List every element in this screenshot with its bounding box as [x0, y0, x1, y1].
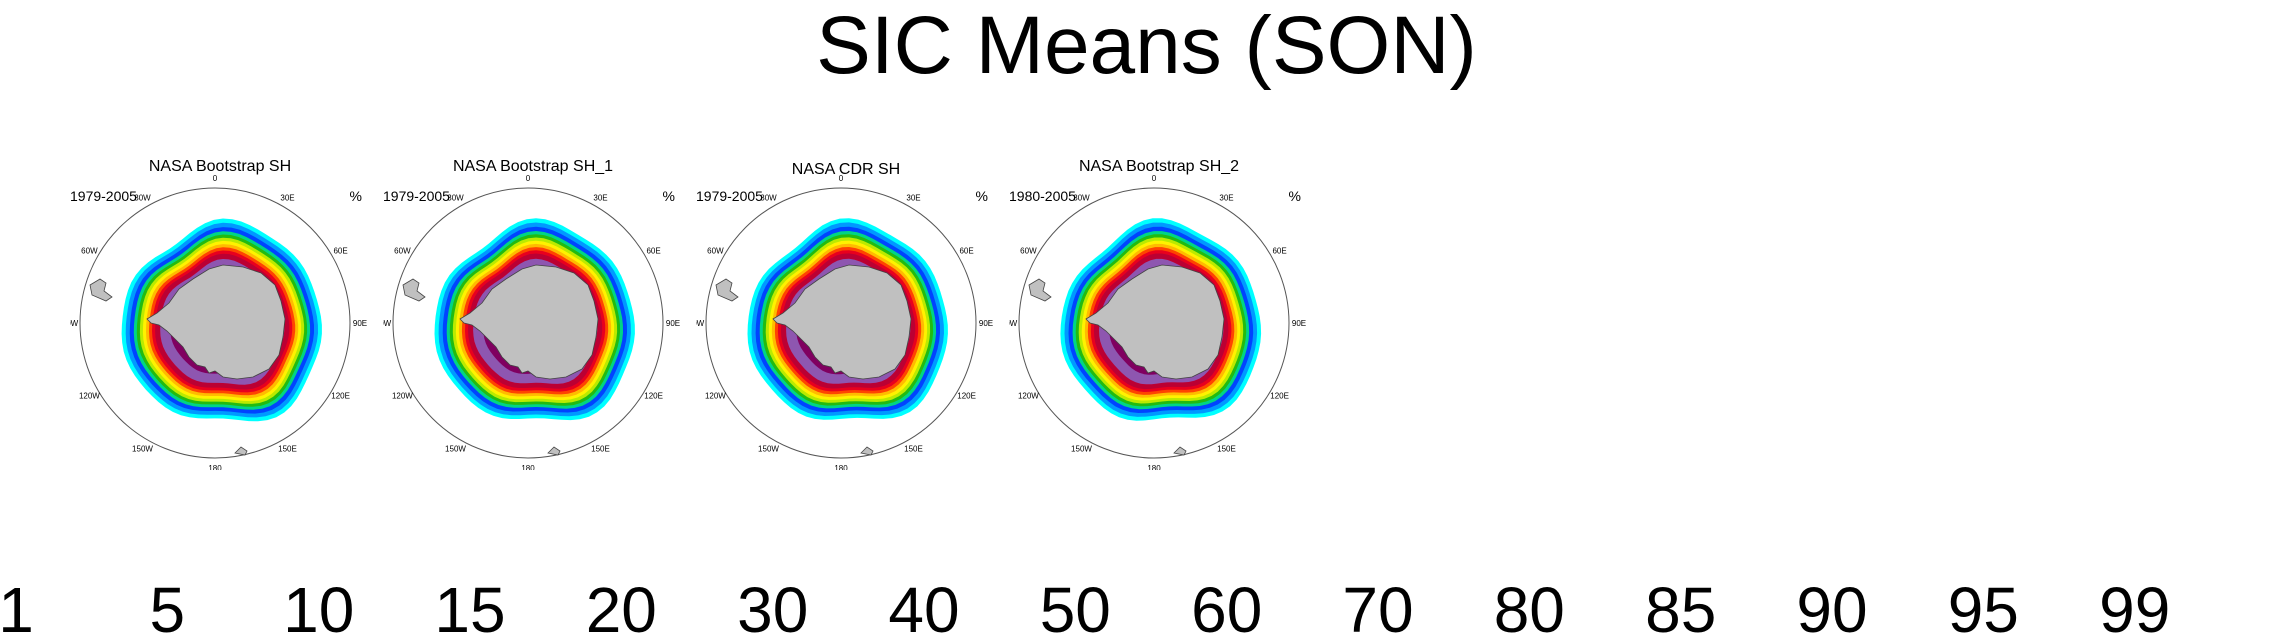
longitude-label: 30W: [1073, 193, 1090, 202]
longitude-label: 180: [208, 464, 222, 470]
longitude-label: 120W: [392, 392, 413, 401]
island-land: [234, 446, 248, 456]
longitude-label: 120W: [1018, 392, 1039, 401]
longitude-label: 30E: [280, 193, 294, 202]
colorbar-label: 1: [0, 574, 34, 641]
panel-title: NASA CDR SH: [791, 161, 901, 178]
longitude-label: 150E: [1217, 445, 1236, 454]
longitude-label: 150E: [591, 445, 610, 454]
longitude-label: 90E: [666, 319, 680, 328]
panel-period: 1980-2005: [1009, 188, 1076, 204]
longitude-label: 120E: [331, 392, 350, 401]
colorbar-label: 50: [1040, 574, 1111, 641]
longitude-label: 60E: [646, 247, 660, 256]
longitude-label: 90E: [353, 319, 367, 328]
south-america-land: [715, 278, 739, 302]
longitude-label: 150W: [1071, 445, 1092, 454]
longitude-label: 90E: [1292, 319, 1306, 328]
map-panel: 0 30E 60E 90E 120E 150E 180 150W 120W 90W 60W 30W N…: [383, 150, 683, 470]
polar-map: 0 30E 60E 90E 120E 150E 180 150W 120W 90W 60W 30W: [1009, 174, 1306, 470]
longitude-label: 90E: [979, 319, 993, 328]
longitude-label: 180: [521, 464, 535, 470]
longitude-label: 180: [1147, 464, 1161, 470]
longitude-label: 30E: [906, 193, 920, 202]
longitude-label: 30E: [1219, 193, 1233, 202]
colorbar-label: 90: [1796, 574, 1867, 641]
longitude-label: 0: [213, 174, 218, 183]
longitude-label: 90W: [1009, 319, 1018, 328]
figure-title: SIC Means (SON): [816, 0, 1477, 91]
longitude-label: 60W: [81, 247, 98, 256]
longitude-label: 60W: [707, 247, 724, 256]
island-land: [547, 446, 561, 456]
panel-unit: %: [662, 188, 675, 204]
longitude-label: 90W: [696, 319, 705, 328]
colorbar-label: 80: [1494, 574, 1565, 641]
panel-period: 1979-2005: [70, 188, 137, 204]
colorbar-label: 40: [888, 574, 959, 641]
panel-title: NASA Bootstrap SH_2: [1078, 158, 1240, 175]
longitude-label: 0: [526, 174, 531, 183]
longitude-label: 180: [834, 464, 848, 470]
panel-period: 1979-2005: [383, 188, 450, 204]
antarctica-land: [772, 264, 912, 380]
longitude-label: 60W: [394, 247, 411, 256]
longitude-label: 60W: [1020, 247, 1037, 256]
colorbar-label: 20: [586, 574, 657, 641]
longitude-label: 120W: [79, 392, 100, 401]
panel-unit: %: [349, 188, 362, 204]
map-panel: 0 30E 60E 90E 120E 150E 180 150W 120W 90W 60W 30W N…: [70, 150, 370, 470]
longitude-label: 120W: [705, 392, 726, 401]
panel-title: NASA Bootstrap SH: [148, 158, 292, 175]
longitude-label: 0: [1152, 174, 1157, 183]
colorbar-label: 10: [283, 574, 354, 641]
longitude-label: 30E: [593, 193, 607, 202]
longitude-label: 120E: [644, 392, 663, 401]
longitude-label: 150W: [132, 445, 153, 454]
longitude-label: 90W: [383, 319, 392, 328]
polar-map: 0 30E 60E 90E 120E 150E 180 150W 120W 90W 60W 30W: [383, 174, 680, 470]
antarctica-land: [1085, 264, 1225, 380]
longitude-label: 120E: [1270, 392, 1289, 401]
colorbar-label: 95: [1948, 574, 2019, 641]
south-america-land: [1028, 278, 1052, 302]
polar-map: 0 30E 60E 90E 120E 150E 180 150W 120W 90W 60W 30W: [70, 174, 367, 470]
colorbar-label: 99: [2099, 574, 2170, 641]
panel-unit: %: [1288, 188, 1301, 204]
colorbar-label: 85: [1645, 574, 1716, 641]
longitude-label: 150E: [904, 445, 923, 454]
longitude-label: 120E: [957, 392, 976, 401]
map-panel: 0 30E 60E 90E 120E 150E 180 150W 120W 90W 60W 30W N…: [1009, 150, 1309, 470]
colorbar-label: 15: [434, 574, 505, 641]
longitude-label: 30W: [760, 193, 777, 202]
panel-title: NASA Bootstrap SH_1: [452, 158, 614, 175]
south-america-land: [89, 278, 113, 302]
colorbar-label: 5: [150, 574, 186, 641]
island-land: [860, 446, 874, 456]
polar-map: 0 30E 60E 90E 120E 150E 180 150W 120W 90W 60W 30W: [696, 174, 993, 470]
longitude-label: 60E: [333, 247, 347, 256]
island-land: [1173, 446, 1187, 456]
longitude-label: 150W: [445, 445, 466, 454]
longitude-label: 150W: [758, 445, 779, 454]
longitude-label: 90W: [70, 319, 79, 328]
longitude-label: 150E: [278, 445, 297, 454]
colorbar-label: 60: [1191, 574, 1262, 641]
antarctica-land: [459, 264, 599, 380]
longitude-label: 30W: [447, 193, 464, 202]
colorbar-label: 70: [1342, 574, 1413, 641]
longitude-label: 60E: [1272, 247, 1286, 256]
longitude-label: 60E: [959, 247, 973, 256]
panel-period: 1979-2005: [696, 188, 763, 204]
longitude-label: 30W: [134, 193, 151, 202]
map-panel: 0 30E 60E 90E 120E 150E 180 150W 120W 90W 60W 30W N…: [696, 150, 996, 470]
antarctica-land: [146, 264, 286, 380]
panel-unit: %: [975, 188, 988, 204]
south-america-land: [402, 278, 426, 302]
colorbar-label: 30: [737, 574, 808, 641]
longitude-label: 0: [839, 174, 844, 183]
